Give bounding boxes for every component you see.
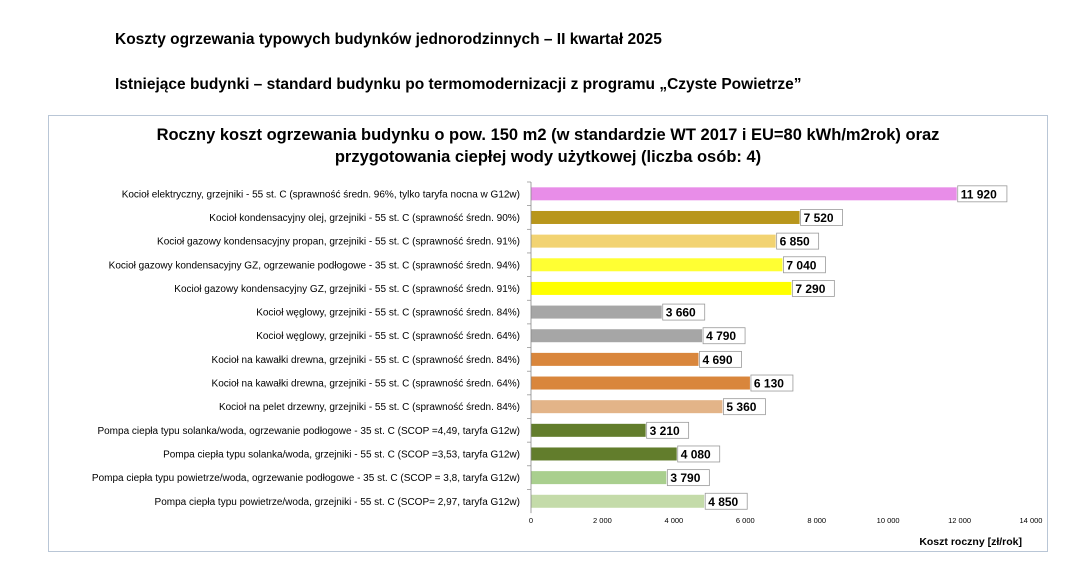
chart-title-line-1: Roczny koszt ogrzewania budynku o pow. 1… bbox=[156, 126, 940, 144]
data-label: 4 690 bbox=[703, 353, 733, 367]
data-label: 3 210 bbox=[650, 424, 680, 438]
bar bbox=[531, 352, 699, 366]
x-tick-label: 6 000 bbox=[736, 516, 755, 525]
x-tick-label: 8 000 bbox=[807, 516, 826, 525]
data-label-box bbox=[791, 280, 835, 297]
data-label-box bbox=[800, 209, 843, 226]
category-label: Kocioł na kawałki drewna, grzejniki - 55… bbox=[212, 355, 520, 366]
data-label: 4 790 bbox=[706, 329, 736, 343]
bar bbox=[531, 234, 776, 248]
category-label: Kocioł elektryczny, grzejniki - 55 st. C… bbox=[122, 189, 520, 200]
x-tick-label: 2 000 bbox=[593, 516, 612, 525]
data-label: 4 850 bbox=[708, 495, 738, 509]
data-label: 3 660 bbox=[666, 306, 696, 320]
x-tick-label: 12 000 bbox=[948, 516, 971, 525]
data-label-box bbox=[677, 445, 721, 463]
data-label-box bbox=[702, 327, 746, 345]
bar bbox=[531, 447, 677, 461]
data-label-box bbox=[699, 350, 742, 368]
data-label-box bbox=[723, 398, 766, 416]
data-label-box bbox=[646, 421, 690, 439]
category-label: Kocioł węglowy, grzejniki - 55 st. C (sp… bbox=[256, 331, 520, 342]
bar bbox=[531, 329, 703, 343]
chart-frame bbox=[48, 115, 1048, 552]
category-label: Kocioł węglowy, grzejniki - 55 st. C (sp… bbox=[256, 308, 520, 319]
category-label: Pompa ciepła typu powietrze/woda, ogrzew… bbox=[92, 473, 520, 484]
category-label: Kocioł kondensacyjny olej, grzejniki - 5… bbox=[209, 213, 520, 224]
category-label: Kocioł na pelet drzewny, grzejniki - 55 … bbox=[219, 402, 520, 413]
category-label: Kocioł na kawałki drewna, grzejniki - 55… bbox=[212, 379, 520, 390]
x-tick-label: 10 000 bbox=[877, 516, 900, 525]
category-label: Pompa ciepła typu solanka/woda, grzejnik… bbox=[163, 449, 520, 460]
x-tick-label: 14 000 bbox=[1020, 516, 1043, 525]
data-label: 11 920 bbox=[961, 187, 997, 201]
bar bbox=[531, 376, 750, 390]
x-tick-label: 4 000 bbox=[664, 516, 683, 525]
data-label-box bbox=[776, 232, 820, 250]
category-label: Pompa ciepła typu powietrze/woda, grzejn… bbox=[155, 497, 520, 508]
data-label: 3 790 bbox=[670, 471, 700, 485]
page-heading: Koszty ogrzewania typowych budynków jedn… bbox=[115, 31, 662, 48]
page-subheading: Istniejące budynki – standard budynku po… bbox=[115, 76, 802, 93]
x-axis-label: Koszt roczny [zł/rok] bbox=[919, 536, 1022, 548]
data-label-box bbox=[662, 303, 706, 321]
bar bbox=[531, 494, 705, 508]
bar bbox=[531, 281, 792, 295]
data-label: 6 130 bbox=[754, 377, 784, 391]
category-label: Kocioł gazowy kondensacyjny GZ, ogrzewan… bbox=[109, 260, 520, 271]
data-label: 6 850 bbox=[780, 235, 810, 249]
bar bbox=[531, 187, 957, 201]
data-label-box bbox=[783, 256, 826, 274]
data-label: 7 040 bbox=[786, 258, 816, 272]
data-label-box bbox=[666, 469, 710, 487]
chart-title-line-2: przygotowania ciepłej wody użytkowej (li… bbox=[334, 148, 762, 166]
data-label-box bbox=[957, 185, 1008, 203]
data-label: 4 080 bbox=[681, 447, 711, 461]
data-label: 7 290 bbox=[795, 282, 825, 296]
data-label-box bbox=[750, 374, 794, 392]
x-tick-label: 0 bbox=[529, 516, 533, 525]
bar bbox=[531, 471, 667, 485]
bar bbox=[531, 423, 646, 437]
bar bbox=[531, 258, 783, 272]
data-label: 7 520 bbox=[804, 211, 834, 225]
data-label: 5 360 bbox=[726, 400, 756, 414]
bar bbox=[531, 400, 723, 414]
category-label: Pompa ciepła typu solanka/woda, ogrzewan… bbox=[97, 426, 520, 437]
chart-title: Roczny koszt ogrzewania budynku o pow. 1… bbox=[48, 124, 1048, 168]
category-label: Kocioł gazowy kondensacyjny GZ, grzejnik… bbox=[174, 284, 520, 295]
category-label: Kocioł gazowy kondensacyjny propan, grze… bbox=[157, 237, 520, 248]
data-label-box bbox=[704, 492, 748, 510]
bar bbox=[531, 210, 800, 224]
bar bbox=[531, 305, 662, 319]
